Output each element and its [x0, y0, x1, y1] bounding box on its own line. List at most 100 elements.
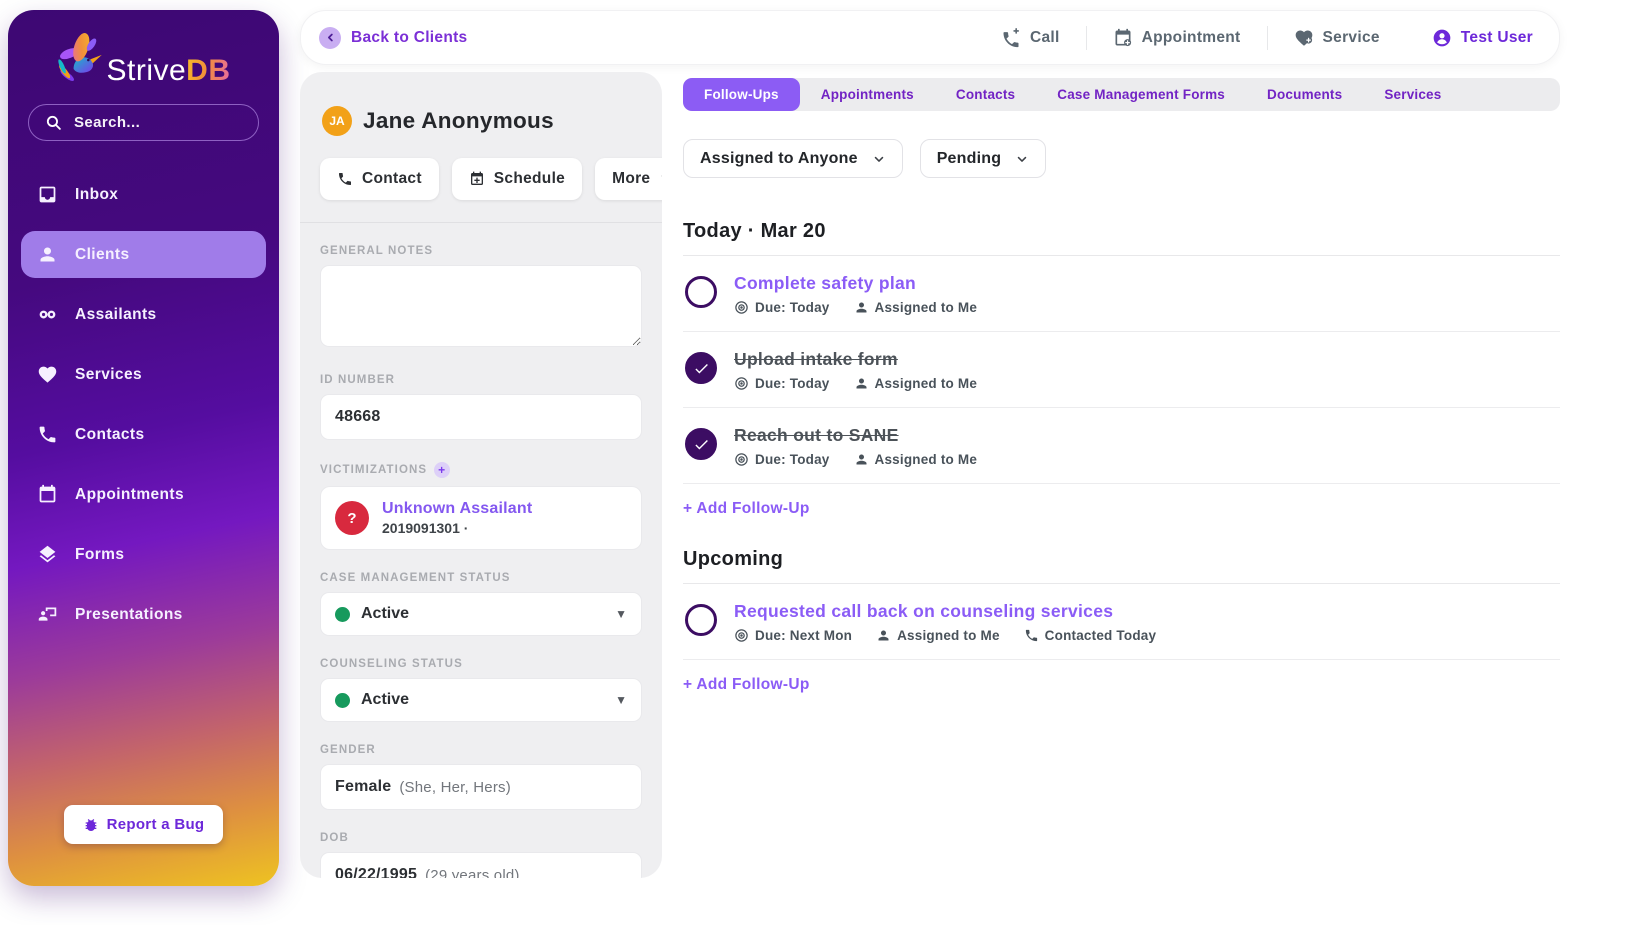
assigned-filter-select[interactable]: Assigned to Anyone	[683, 139, 903, 178]
followup-title-link[interactable]: Upload intake form	[734, 349, 898, 369]
report-bug-button[interactable]: Report a Bug	[63, 805, 224, 844]
followup-checkbox-checked[interactable]	[685, 352, 717, 384]
status-dot-green	[335, 606, 350, 622]
person-icon	[856, 302, 867, 313]
heart-icon	[37, 364, 58, 385]
general-notes-field: GENERAL NOTES	[320, 245, 642, 352]
user-menu-button[interactable]: Test User	[1406, 28, 1537, 48]
victimizations-label: VICTIMIZATIONS	[320, 464, 428, 476]
followup-item: Requested call back on counseling servic…	[683, 584, 1560, 660]
case-management-status-select[interactable]: Active ▼	[320, 592, 642, 636]
chevron-down-icon: ▼	[615, 607, 627, 621]
followup-title-link[interactable]: Requested call back on counseling servic…	[734, 601, 1114, 621]
case-management-status-label: CASE MANAGEMENT STATUS	[320, 572, 511, 584]
phone-icon	[339, 173, 351, 185]
calendar-icon	[470, 171, 483, 185]
section-title: Today · Mar 20	[683, 220, 1560, 256]
contacted-chip: Contacted Today	[1024, 628, 1157, 643]
sidebar-item-inbox[interactable]: Inbox	[21, 171, 266, 218]
service-button[interactable]: Service	[1268, 28, 1406, 48]
id-number-field: ID NUMBER 48668	[320, 374, 642, 440]
layers-icon	[37, 544, 58, 565]
sidebar-item-label: Inbox	[75, 185, 119, 203]
chevron-down-icon: ▼	[659, 173, 662, 185]
dob-input[interactable]: 06/22/1995 (29 years old)	[320, 852, 642, 878]
victimization-card[interactable]: ? Unknown Assailant 2019091301 ·	[320, 486, 642, 550]
sidebar-item-forms[interactable]: Forms	[21, 531, 266, 578]
counseling-status-label: COUNSELING STATUS	[320, 658, 463, 670]
phone-plus-icon	[1003, 27, 1020, 47]
sidebar-item-label: Assailants	[75, 305, 157, 323]
presentation-icon	[37, 604, 58, 625]
tab-documents[interactable]: Documents	[1246, 78, 1363, 111]
assigned-chip: Assigned to Me	[854, 452, 978, 467]
followup-checkbox-checked[interactable]	[685, 428, 717, 460]
case-management-status-field: CASE MANAGEMENT STATUS Active ▼	[320, 572, 642, 636]
sidebar-item-clients[interactable]: Clients	[21, 231, 266, 278]
back-to-clients-link[interactable]: Back to Clients	[319, 26, 467, 49]
search-icon	[46, 115, 61, 130]
add-follow-up-link[interactable]: + Add Follow-Up	[683, 676, 810, 693]
app-title: StriveDB	[106, 54, 231, 87]
followup-item: Upload intake form Due: Today Assigned t…	[683, 332, 1560, 408]
section-upcoming: Upcoming Requested call back on counseli…	[683, 548, 1560, 694]
topbar: Back to Clients Call Appointment Service…	[300, 10, 1560, 65]
tab-contacts[interactable]: Contacts	[935, 78, 1036, 111]
section-today: Today · Mar 20 Complete safety plan Due:…	[683, 220, 1560, 518]
status-dot-green	[335, 692, 350, 708]
avatar: JA	[322, 106, 352, 136]
sidebar-item-label: Presentations	[75, 605, 183, 623]
tab-bar: Follow-Ups Appointments Contacts Case Ma…	[683, 78, 1560, 111]
divider	[300, 222, 662, 223]
followup-title-link[interactable]: Reach out to SANE	[734, 425, 899, 445]
main-content: Follow-Ups Appointments Contacts Case Ma…	[683, 78, 1560, 694]
general-notes-textarea[interactable]	[320, 265, 642, 347]
sidebar-nav: Inbox Clients Assailants Services Contac…	[8, 141, 279, 805]
status-filter-select[interactable]: Pending	[919, 139, 1047, 178]
section-title: Upcoming	[683, 548, 1560, 584]
contact-button[interactable]: Contact	[320, 158, 439, 200]
mask-icon	[37, 304, 58, 325]
search-input[interactable]	[28, 104, 259, 141]
divider	[1266, 25, 1268, 50]
unknown-assailant-icon: ?	[335, 501, 369, 535]
schedule-button[interactable]: Schedule	[451, 158, 583, 200]
gender-field: GENDER Female (She, Her, Hers)	[320, 744, 642, 810]
gender-input[interactable]: Female (She, Her, Hers)	[320, 764, 642, 810]
hummingbird-logo-icon	[58, 33, 103, 81]
more-button[interactable]: More ▼	[595, 158, 662, 200]
id-number-input[interactable]: 48668	[320, 394, 642, 440]
victimizations-field: VICTIMIZATIONS + ? Unknown Assailant 201…	[320, 462, 642, 550]
appointment-button[interactable]: Appointment	[1087, 28, 1267, 48]
followup-checkbox[interactable]	[685, 604, 717, 636]
due-chip: Due: Today	[734, 452, 830, 467]
tab-appointments[interactable]: Appointments	[800, 78, 935, 111]
sidebar-item-appointments[interactable]: Appointments	[21, 471, 266, 518]
tab-services[interactable]: Services	[1363, 78, 1462, 111]
tab-follow-ups[interactable]: Follow-Ups	[683, 78, 800, 111]
chevron-down-icon	[874, 156, 883, 162]
sidebar-item-assailants[interactable]: Assailants	[21, 291, 266, 338]
sidebar-item-services[interactable]: Services	[21, 351, 266, 398]
inbox-icon	[37, 184, 58, 205]
gender-label: GENDER	[320, 744, 376, 756]
followup-checkbox[interactable]	[685, 276, 717, 308]
sidebar-item-presentations[interactable]: Presentations	[21, 591, 266, 638]
followup-item: Complete safety plan Due: Today Assigned…	[683, 256, 1560, 332]
assailant-link[interactable]: Unknown Assailant	[382, 500, 533, 517]
divider	[1085, 25, 1087, 50]
due-chip: Due: Today	[734, 300, 830, 315]
sidebar-item-contacts[interactable]: Contacts	[21, 411, 266, 458]
followup-title-link[interactable]: Complete safety plan	[734, 273, 917, 293]
call-button[interactable]: Call	[975, 27, 1086, 48]
bug-icon	[85, 818, 96, 831]
counseling-status-select[interactable]: Active ▼	[320, 678, 642, 722]
target-icon	[735, 453, 748, 466]
add-follow-up-link[interactable]: + Add Follow-Up	[683, 500, 810, 517]
add-victimization-icon[interactable]: +	[434, 462, 451, 478]
phone-icon	[37, 424, 58, 445]
counseling-status-field: COUNSELING STATUS Active ▼	[320, 658, 642, 722]
logo: StriveDB	[8, 10, 279, 88]
tab-case-management-forms[interactable]: Case Management Forms	[1036, 78, 1246, 111]
assigned-chip: Assigned to Me	[854, 376, 978, 391]
